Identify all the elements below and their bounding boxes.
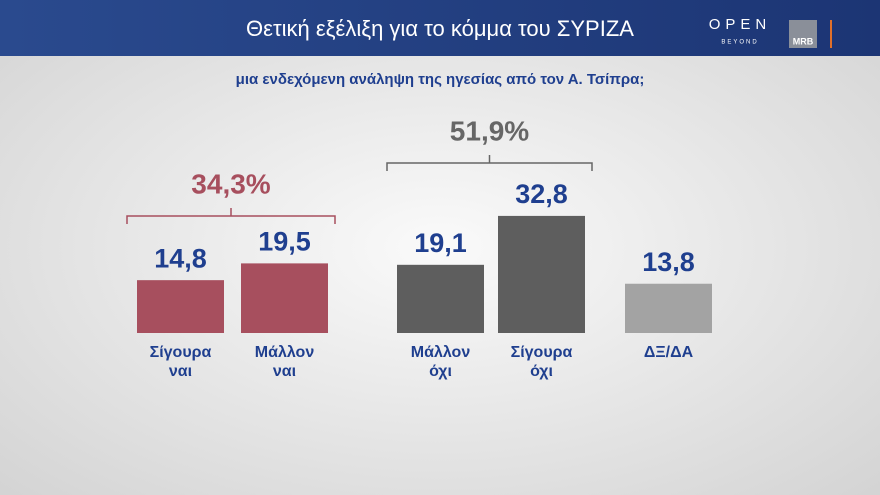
category-label: Σίγουρα ναι <box>150 344 212 380</box>
badge-box <box>789 20 817 48</box>
category-line: Μάλλον <box>411 344 471 361</box>
header-title: Θετική εξέλιξη για το κόμμα του ΣΥΡΙΖΑ <box>246 16 634 41</box>
category-line: Σίγουρα <box>511 344 573 361</box>
group-bracket <box>126 208 336 224</box>
category-label: Μάλλον ναι <box>255 344 315 380</box>
value-label: 32,8 <box>515 179 568 209</box>
bar <box>498 215 585 333</box>
chart-title: μια ενδεχόμενη ανάληψη της ηγεσίας από τ… <box>236 71 645 88</box>
logo-sub: BEYOND <box>721 40 758 46</box>
group-bracket <box>386 155 593 171</box>
group-label: 34,3% <box>191 168 270 199</box>
header-bar <box>0 0 880 56</box>
badge: MRB <box>793 36 814 46</box>
logo: OPEN <box>709 16 772 33</box>
category-line: ναι <box>273 363 296 380</box>
category-line: Σίγουρα <box>150 344 212 361</box>
bar <box>625 283 712 333</box>
category-line: ναι <box>169 363 192 380</box>
value-label: 14,8 <box>154 243 207 273</box>
category-line: ΔΞ/ΔΑ <box>644 344 694 361</box>
category-label: Σίγουρα όχι <box>511 344 573 380</box>
bar <box>137 280 224 333</box>
category-label: Μάλλον όχι <box>411 344 471 380</box>
category-line: Μάλλον <box>255 344 315 361</box>
value-label: 13,8 <box>642 247 695 277</box>
bar <box>397 264 484 333</box>
group-label: 51,9% <box>450 115 529 146</box>
category-label: ΔΞ/ΔΑ <box>644 344 694 361</box>
bar <box>241 263 328 333</box>
category-line: όχι <box>530 363 553 380</box>
category-line: όχι <box>429 363 452 380</box>
value-label: 19,1 <box>414 228 467 258</box>
value-label: 19,5 <box>258 227 311 257</box>
